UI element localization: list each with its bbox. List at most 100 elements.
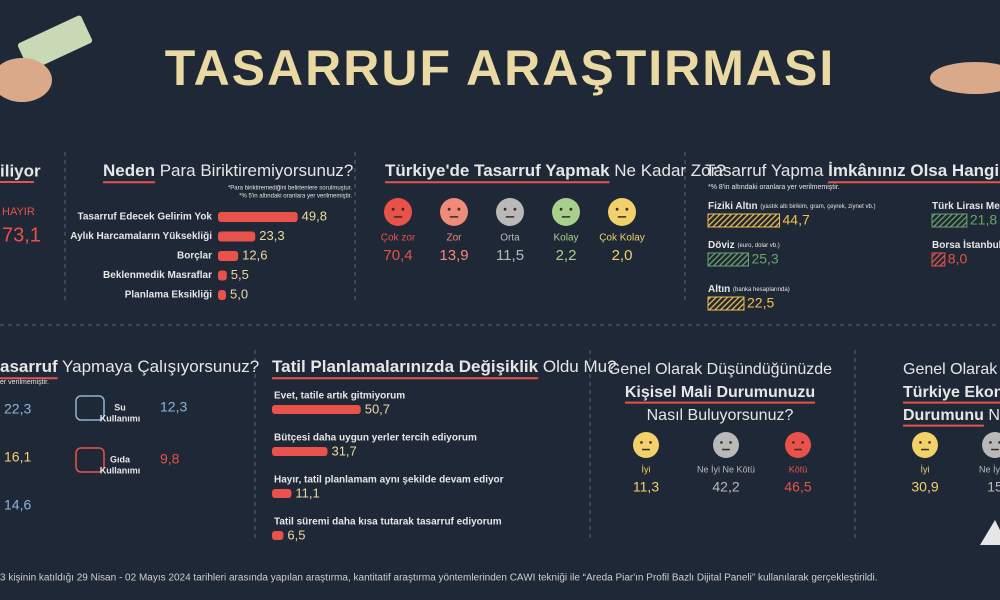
bar-value: 22,5 <box>747 295 774 311</box>
bar <box>218 290 226 300</box>
bar-value: 21,8 <box>970 212 997 228</box>
bar <box>931 213 968 228</box>
emoji-eye <box>989 441 992 444</box>
option-value: 15 <box>987 479 1000 495</box>
emoji-face <box>912 432 938 458</box>
bar-value: 11,1 <box>295 485 319 500</box>
panel-title: Tatil Planlamalarınızda Değişiklik Oldu … <box>272 357 617 376</box>
option-value: 11,5 <box>496 247 524 264</box>
emoji-face <box>713 432 739 458</box>
instrument-detail: (banka hesaplarında) <box>733 287 790 293</box>
note: *% 8'in altındaki oranlara yer verilmemi… <box>708 184 840 191</box>
instrument-label: Altın (banka hesaplarında) <box>708 284 790 295</box>
emoji-eye <box>720 441 723 444</box>
answer-value: 73,1 <box>2 224 41 246</box>
bar-label: Hayır, tatil planlamam aynı şekilde deva… <box>274 475 504 486</box>
emoji-eye <box>792 441 795 444</box>
title-text: Genel Olarak Dü <box>903 361 1000 378</box>
emoji-eye <box>919 441 922 444</box>
instrument-detail: (euro, dolar vb.) <box>737 243 779 249</box>
title-emphasis: Türkiye Ekono <box>903 384 1000 401</box>
bar-value: 50,7 <box>365 401 390 416</box>
instrument-name: Türk Lirası Mevd <box>932 201 1000 212</box>
emoji-eye <box>559 207 563 211</box>
area-label: Su <box>114 402 126 412</box>
emoji-face <box>440 198 468 226</box>
area-label: Kullanımı <box>100 465 141 475</box>
area-value: 9,8 <box>160 451 180 467</box>
title-text: Nasıl Buluyorsunuz? <box>647 407 794 424</box>
option-value: 70,4 <box>383 247 412 264</box>
bar <box>931 252 946 267</box>
area-value: 12,3 <box>160 399 187 415</box>
option-label: Kolay <box>553 233 578 244</box>
area-value: 16,1 <box>4 449 31 465</box>
panel-title: Genel Olarak Dü <box>903 361 1000 378</box>
title-emphasis: İmkânınız Olsa Hangi Aracı T <box>828 161 1000 180</box>
title-emphasis: Neden <box>103 161 155 180</box>
option-label: Ne İyi Ne Kötü <box>697 464 755 474</box>
emoji-face <box>982 432 1000 458</box>
panel-title: Türkiye Ekono <box>903 384 1000 401</box>
area-label: Kullanımı <box>100 413 141 423</box>
emoji-eye <box>615 207 619 211</box>
option-value: 13,9 <box>439 247 468 264</box>
hand <box>930 62 1000 94</box>
option-label: Kötü <box>789 464 808 474</box>
area-value: 22,3 <box>4 401 31 417</box>
option-value: 42,2 <box>712 479 739 495</box>
emoji-face <box>384 198 412 226</box>
instrument-name: Döviz <box>708 240 735 251</box>
instrument-name: Fiziki Altın <box>708 201 758 212</box>
answer-label: HAYIR <box>2 206 35 218</box>
emoji-eye <box>625 207 629 211</box>
option-label: İyi <box>642 464 651 474</box>
bar-label: Bütçesi daha uygun yerler tercih ediyoru… <box>274 433 477 444</box>
instrument-label: Türk Lirası Mevd <box>932 201 1000 212</box>
bar <box>707 213 781 228</box>
bar-value: 25,3 <box>751 251 778 267</box>
emoji-eye <box>801 441 804 444</box>
instrument-name: Borsa İstanbul <box>932 238 1000 251</box>
area-label: Gıda <box>110 454 131 464</box>
title-text: Oldu Mu? <box>538 357 616 376</box>
emoji-face <box>608 198 636 226</box>
title-emphasis: Türkiye'de Tasarruf Yapmak <box>385 161 610 180</box>
title-text: Genel Olarak Düşündüğünüzde <box>608 361 832 378</box>
decor <box>0 15 1000 545</box>
emoji-eye <box>569 207 573 211</box>
bar <box>272 531 284 540</box>
emoji-face <box>633 432 659 458</box>
panel-title: Türkiye'de Tasarruf Yapmak Ne Kadar Zor? <box>385 161 726 180</box>
instrument-label: Borsa İstanbul <box>932 238 1000 251</box>
option-value: 30,9 <box>911 479 938 495</box>
main-title: TASARRUF ARAŞTIRMASI <box>165 40 836 96</box>
icon <box>75 395 105 421</box>
emoji-face <box>552 198 580 226</box>
instrument-name: Altın <box>708 284 730 295</box>
option-label: Zor <box>447 233 463 244</box>
bar <box>272 489 292 498</box>
bar-value: 23,3 <box>259 228 284 243</box>
title-emphasis: Tatil Planlamalarınızda Değişiklik <box>272 357 539 376</box>
bar-label: Evet, tatile artık gitmiyorum <box>274 391 405 402</box>
bar <box>218 270 227 281</box>
bar-value: 6,5 <box>287 527 305 542</box>
footer: 3 kişinin katıldığı 29 Nisan - 02 Mayıs … <box>0 573 877 584</box>
panel-title: Genel Olarak Düşündüğünüzde <box>608 361 832 378</box>
instrument-label: Fiziki Altın (yastık altı birikim, gram,… <box>708 201 875 212</box>
instrument-label: Döviz (euro, dolar vb.) <box>708 240 780 251</box>
panel-title: Nasıl Buluyorsunuz? <box>647 407 794 424</box>
panel-title: Durumunu Nas <box>903 407 1000 424</box>
emoji-eye <box>457 207 461 211</box>
emoji-eye <box>401 207 405 211</box>
bar <box>272 447 328 456</box>
bar <box>218 212 298 222</box>
emoji-eye <box>513 207 517 211</box>
bar-value: 12,6 <box>242 247 267 262</box>
panel-title: iliyor <box>0 161 41 180</box>
bar-label: Planlama Eksikliği <box>125 290 212 301</box>
title-text: Ne Kadar Zor? <box>610 161 726 180</box>
emoji-face <box>785 432 811 458</box>
